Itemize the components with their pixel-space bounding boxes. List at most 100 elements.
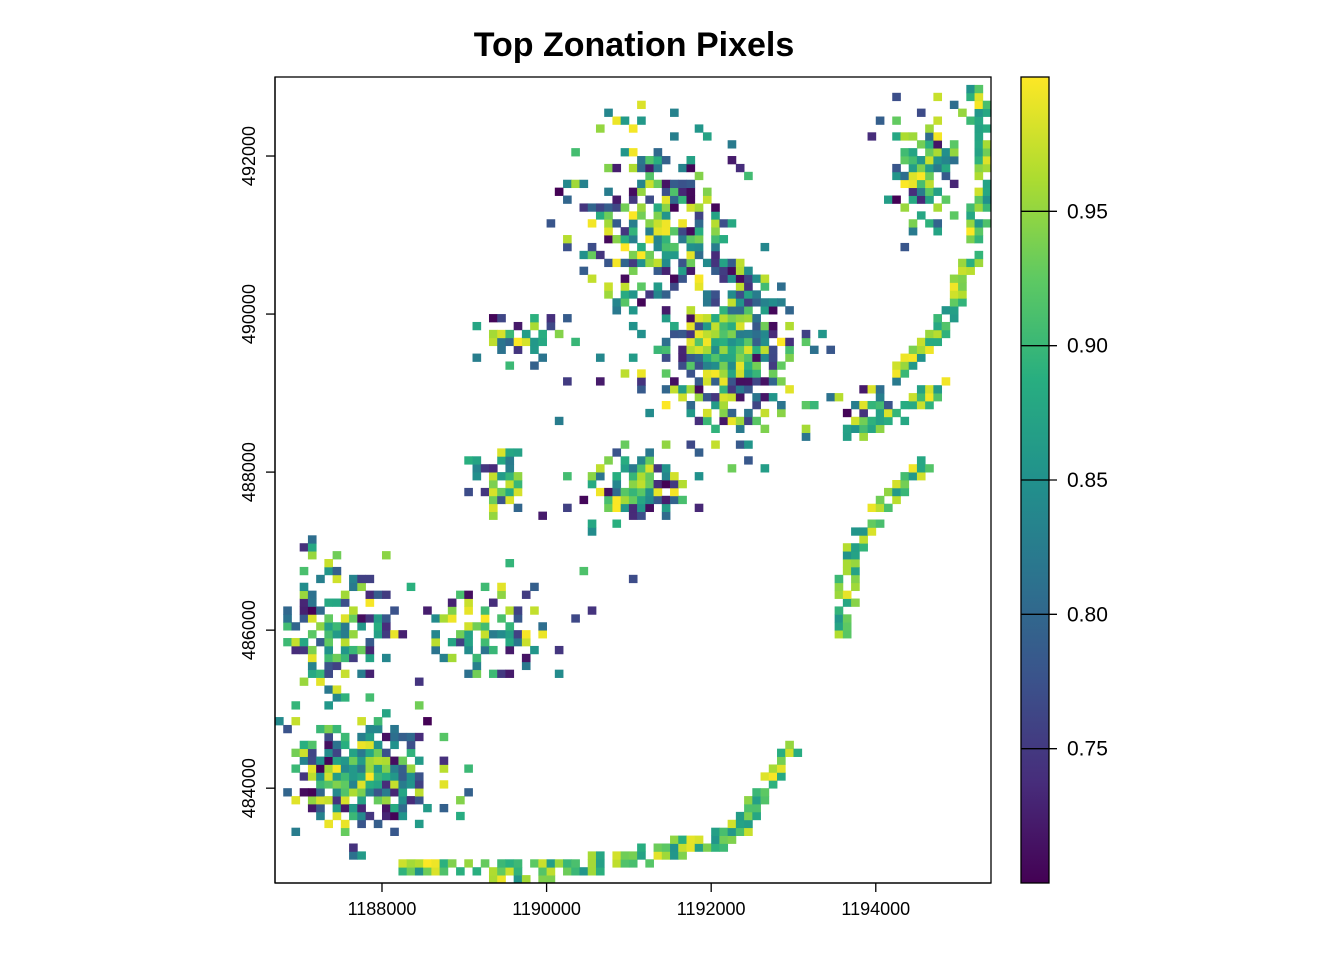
raster-cell	[546, 321, 556, 331]
raster-cell	[760, 345, 770, 354]
raster-cell	[727, 321, 737, 331]
raster-cell	[637, 250, 646, 260]
raster-cell	[908, 345, 918, 354]
raster-cell	[595, 464, 605, 473]
raster-cell	[653, 163, 663, 173]
raster-cell	[785, 740, 794, 750]
raster-cell	[365, 740, 375, 750]
raster-cell	[349, 843, 358, 852]
raster-cell	[974, 258, 984, 268]
raster-cell	[291, 645, 301, 655]
raster-cell	[595, 851, 605, 860]
raster-cell	[670, 179, 679, 189]
raster-cell	[653, 851, 663, 860]
y-tick-label: 486000	[239, 600, 259, 660]
raster-cell	[735, 345, 745, 354]
raster-cell	[752, 345, 761, 354]
raster-cell	[908, 163, 918, 173]
raster-cell	[892, 171, 901, 181]
raster-cell	[414, 701, 424, 710]
raster-cell	[834, 582, 844, 592]
raster-cell	[892, 195, 901, 204]
raster-cell	[777, 748, 786, 757]
raster-cell	[694, 321, 704, 331]
raster-cell	[670, 851, 679, 860]
raster-cell	[505, 630, 515, 639]
raster-cell	[801, 400, 811, 410]
raster-cell	[423, 606, 432, 615]
raster-cell	[414, 859, 424, 868]
raster-cell	[719, 361, 729, 370]
raster-cell	[521, 590, 531, 599]
raster-cell	[431, 859, 440, 868]
raster-cell	[398, 859, 408, 868]
raster-cell	[694, 314, 704, 323]
raster-cell	[595, 250, 605, 260]
raster-cell	[670, 472, 679, 481]
raster-cell	[390, 827, 399, 836]
raster-cell	[925, 464, 934, 473]
raster-cell	[513, 448, 523, 457]
raster-cell	[686, 314, 696, 323]
raster-cell	[324, 732, 334, 742]
raster-cell	[949, 290, 959, 299]
raster-cell	[982, 187, 992, 196]
raster-cell	[488, 645, 498, 655]
raster-cell	[974, 124, 984, 133]
x-axis: 1188000 1190000 1192000 1194000	[275, 882, 991, 919]
raster-cell	[908, 472, 918, 481]
raster-cell	[686, 385, 696, 394]
raster-cell	[892, 92, 901, 102]
raster-cell	[908, 179, 918, 189]
raster-cell	[381, 780, 391, 789]
raster-cell	[842, 559, 852, 568]
raster-cell	[291, 796, 301, 805]
raster-cell	[645, 250, 654, 260]
raster-cell	[966, 227, 975, 236]
raster-cell	[974, 108, 984, 117]
raster-cell	[349, 851, 358, 860]
raster-cell	[571, 148, 580, 157]
raster-cell	[702, 314, 712, 323]
raster-cell	[612, 448, 622, 457]
raster-cell	[291, 622, 301, 631]
raster-cell	[661, 843, 671, 852]
raster-cell	[867, 424, 877, 433]
raster-cell	[702, 416, 712, 426]
raster-cell	[661, 337, 671, 347]
raster-cell	[505, 638, 515, 647]
raster-cell	[406, 859, 416, 868]
raster-cell	[604, 227, 613, 236]
raster-cell	[768, 353, 778, 362]
raster-cell	[752, 400, 761, 410]
raster-cell	[735, 827, 745, 836]
raster-cell	[447, 859, 457, 868]
raster-cell	[316, 764, 325, 773]
raster-cell	[752, 290, 761, 299]
raster-cell	[661, 195, 671, 204]
raster-cell	[488, 472, 498, 481]
raster-cell	[744, 353, 753, 362]
raster-cell	[645, 219, 654, 228]
raster-cell	[472, 867, 482, 876]
raster-cell	[974, 219, 984, 228]
raster-cell	[702, 132, 712, 141]
raster-cell	[925, 187, 934, 196]
raster-cell	[628, 250, 638, 260]
raster-cell	[842, 590, 852, 599]
raster-cell	[637, 298, 646, 307]
raster-cell	[916, 400, 926, 410]
raster-cell	[349, 788, 358, 797]
raster-cell	[472, 653, 482, 663]
raster-cell	[768, 345, 778, 354]
raster-cell	[768, 298, 778, 307]
raster-cell	[694, 345, 704, 354]
raster-cell	[974, 195, 984, 204]
raster-cell	[719, 274, 729, 283]
raster-cell	[291, 827, 301, 836]
raster-cell	[727, 156, 737, 165]
raster-cell	[628, 851, 638, 860]
raster-cell	[785, 353, 794, 362]
raster-cell	[686, 361, 696, 370]
raster-cell	[661, 258, 671, 268]
